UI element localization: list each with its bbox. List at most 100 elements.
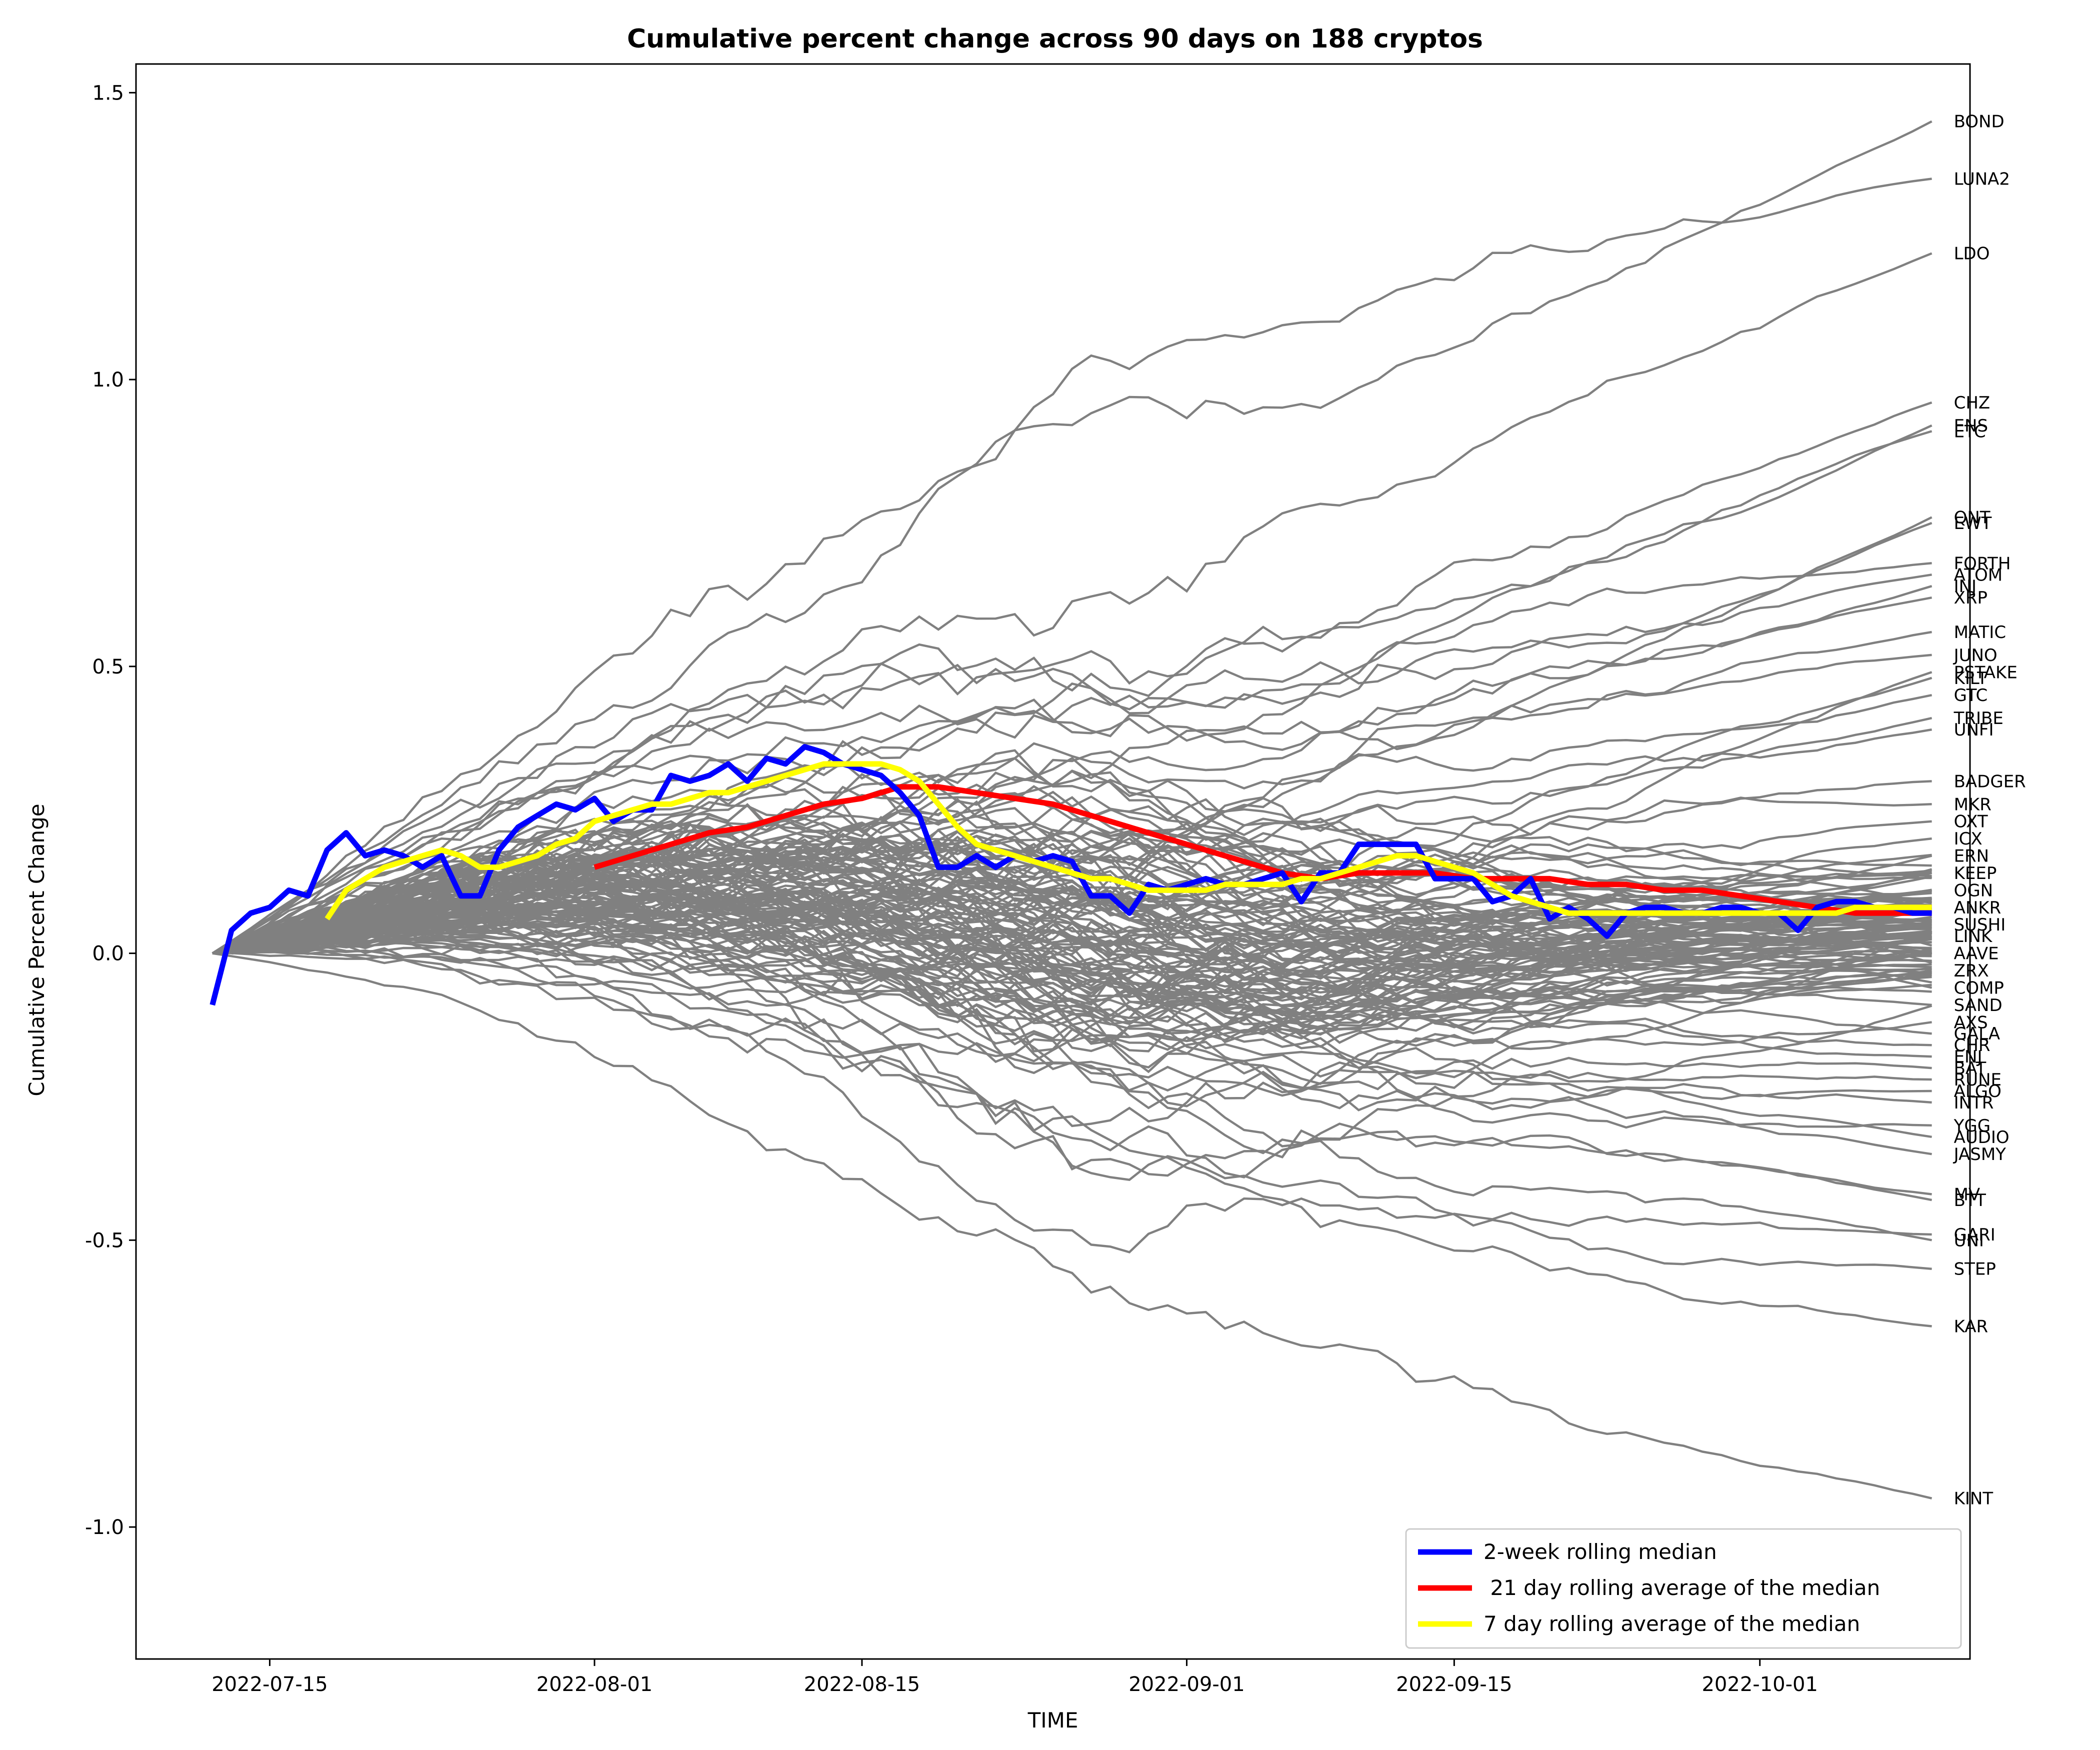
series-line-2 <box>324 761 1932 920</box>
plot-frame <box>135 63 1971 1660</box>
legend-box <box>1405 1528 1962 1649</box>
end-label: UNI <box>1954 1230 1984 1250</box>
end-label: RUNE <box>1954 1070 2002 1090</box>
y-tick-label: 0.0 <box>92 942 124 966</box>
end-label: JASMY <box>1953 1144 2006 1164</box>
crypto-series-line <box>231 877 1932 989</box>
crypto-series-line <box>212 866 1932 977</box>
end-label: AUDIO <box>1954 1128 2010 1148</box>
end-label: INJ <box>1954 576 1977 596</box>
crypto-series-line <box>231 950 1932 1270</box>
x-tick-label: 2022-09-15 <box>1396 1673 1512 1696</box>
end-label: CHZ <box>1954 393 1990 413</box>
end-label: ERN <box>1954 846 1990 866</box>
end-labels-group: BONDLUNA2LDOCHZENSETCQNTEWTFORTHATOMINJX… <box>1953 112 2026 1509</box>
crypto-series-line <box>231 802 1932 966</box>
end-label: AAVE <box>1954 944 1999 964</box>
end-label: PSTAKE <box>1954 662 2018 682</box>
end-label: STEP <box>1954 1260 1996 1280</box>
crypto-series-line <box>231 883 1932 954</box>
crypto-series-line <box>212 401 1932 954</box>
legend-label: 21 day rolling average of the median <box>1484 1576 1880 1600</box>
crypto-series-line <box>212 952 1932 1254</box>
x-tick-label: 2022-10-01 <box>1702 1673 1818 1696</box>
series-line-0 <box>210 744 1932 1006</box>
crypto-series-line <box>231 855 1932 954</box>
end-label: KEEP <box>1954 864 1997 884</box>
end-label: OXT <box>1954 812 1988 832</box>
end-label: YGG <box>1954 1116 1990 1136</box>
end-label: MV <box>1954 1185 1980 1205</box>
end-label: LUNA2 <box>1954 169 2010 189</box>
crypto-series-line <box>212 858 1932 955</box>
end-label: OGN <box>1954 880 1994 900</box>
crypto-series-line <box>212 842 1932 984</box>
legend: 2-week rolling median 21 day rolling ave… <box>1405 1528 1962 1649</box>
end-label: ANKR <box>1954 898 2002 918</box>
legend-label: 2-week rolling median <box>1484 1540 1717 1564</box>
x-axis-label: TIME <box>1028 1708 1078 1732</box>
crypto-series-line <box>212 574 1932 954</box>
end-label: ALGO <box>1954 1082 2002 1102</box>
crypto-series-line <box>212 944 1932 1202</box>
end-label: ENJ <box>1954 1047 1982 1067</box>
crypto-series-line <box>212 908 1932 954</box>
y-tick-label: 0.5 <box>92 656 124 678</box>
end-label: EWT <box>1954 514 1992 534</box>
end-label: ZRX <box>1954 961 1989 981</box>
end-label: QNT <box>1954 508 1990 528</box>
crypto-series-line <box>231 915 1932 996</box>
crypto-series-line <box>212 252 1932 954</box>
end-label: MATIC <box>1954 622 2006 642</box>
end-label: INTR <box>1954 1093 1994 1113</box>
chart-title: Cumulative percent change across 90 days… <box>627 24 1483 54</box>
end-label: SUSHI <box>1954 915 2006 935</box>
end-label: COMP <box>1954 978 2004 998</box>
y-tick-label: -1.0 <box>85 1516 124 1539</box>
end-label: JUNO <box>1953 646 1998 666</box>
end-label: ATOM <box>1954 565 2002 585</box>
crypto-series-line <box>212 937 1932 1044</box>
highlight-series-group <box>210 744 1932 1006</box>
crypto-series-line <box>212 888 1932 1005</box>
crypto-series-line <box>230 654 1932 954</box>
crypto-series-line <box>231 875 1932 1000</box>
crypto-series-line <box>231 898 1932 1001</box>
legend-label: 7 day rolling average of the median <box>1484 1612 1860 1636</box>
crypto-series-line <box>230 120 1932 954</box>
end-label: GARI <box>1954 1225 1996 1245</box>
y-axis-label: Cumulative Percent Change <box>24 804 49 1096</box>
end-label: CHR <box>1954 1036 1990 1056</box>
crypto-series-line <box>212 804 1932 954</box>
x-tick-label: 2022-09-01 <box>1128 1673 1244 1696</box>
y-tick-label: 1.0 <box>92 368 124 392</box>
end-label: FORTH <box>1954 554 2011 574</box>
end-label: TRIBE <box>1954 708 2004 728</box>
crypto-series-line <box>212 806 1932 954</box>
crypto-series-line <box>212 562 1932 954</box>
crypto-series-line <box>212 424 1932 954</box>
series-line-1 <box>594 784 1932 916</box>
end-label: MKR <box>1954 794 1992 814</box>
x-tick-label: 2022-07-15 <box>212 1673 328 1696</box>
crypto-series-line <box>231 888 1932 970</box>
y-tick-label: -0.5 <box>85 1229 124 1252</box>
crypto-series-line <box>231 890 1932 1002</box>
end-label: AXS <box>1954 1012 1988 1032</box>
x-tick-label: 2022-08-01 <box>536 1673 652 1696</box>
end-label: KINT <box>1954 1489 1994 1509</box>
crypto-series-line <box>231 902 1932 1128</box>
y-axis: -1.0 -0.5 0.0 0.5 1.0 1.5 <box>85 82 136 1539</box>
crypto-series-group <box>212 120 1932 1500</box>
end-label: ENS <box>1954 416 1988 436</box>
end-label: BADGER <box>1954 772 2026 792</box>
end-label: ICX <box>1954 829 1982 849</box>
end-label: SAND <box>1954 996 2002 1016</box>
end-label: UNFI <box>1954 720 1994 740</box>
end-label: GALA <box>1954 1024 2000 1044</box>
y-tick-label: 1.5 <box>92 82 124 104</box>
crypto-series-line <box>231 948 1932 1242</box>
end-label: LINK <box>1954 926 1993 946</box>
crypto-series-line <box>212 952 1932 1500</box>
